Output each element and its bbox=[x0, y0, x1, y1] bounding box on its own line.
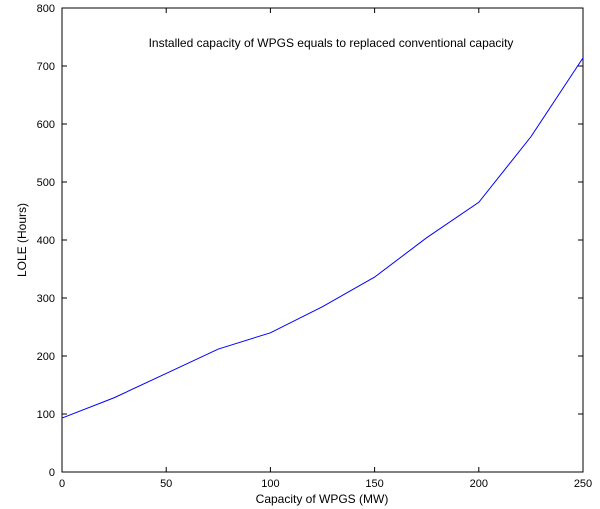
y-tick-label: 700 bbox=[37, 61, 55, 73]
plot-area bbox=[61, 7, 584, 473]
series-layer bbox=[61, 57, 584, 419]
y-axis-label: LOLE (Hours) bbox=[15, 203, 29, 277]
y-tick-label: 600 bbox=[37, 119, 55, 131]
x-tick-label: 100 bbox=[261, 478, 279, 490]
chart-annotation: Installed capacity of WPGS equals to rep… bbox=[149, 36, 514, 50]
x-axis-label: Capacity of WPGS (MW) bbox=[256, 492, 389, 506]
x-tick-label: 0 bbox=[59, 478, 65, 490]
y-tick-label: 300 bbox=[37, 293, 55, 305]
y-tick-label: 400 bbox=[37, 235, 55, 247]
x-axis-ticks: 0 50 100 150 200 250 bbox=[59, 8, 592, 490]
x-tick-label: 200 bbox=[470, 478, 488, 490]
x-tick-label: 250 bbox=[574, 478, 592, 490]
y-tick-label: 800 bbox=[37, 3, 55, 15]
y-tick-label: 0 bbox=[49, 467, 55, 479]
y-tick-label: 500 bbox=[37, 177, 55, 189]
y-axis-ticks: 0 100 200 300 400 500 600 700 800 bbox=[37, 3, 583, 479]
y-tick-label: 100 bbox=[37, 409, 55, 421]
x-tick-label: 50 bbox=[160, 478, 172, 490]
x-tick-label: 150 bbox=[365, 478, 383, 490]
series-line bbox=[61, 57, 584, 419]
y-tick-label: 200 bbox=[37, 351, 55, 363]
